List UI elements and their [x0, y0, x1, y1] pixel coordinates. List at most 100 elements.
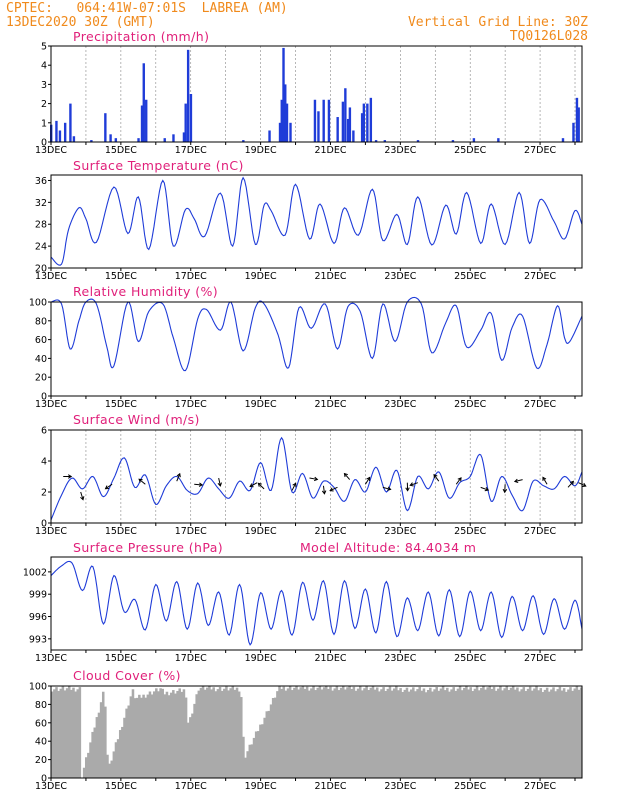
- precip-bar: [137, 138, 140, 142]
- cloud-bar: [165, 691, 169, 778]
- x-tick-label: 15DEC: [105, 653, 137, 664]
- cloud-bar: [142, 694, 145, 778]
- precip-bar: [189, 94, 193, 142]
- cloud-bar: [231, 686, 235, 778]
- cloud-bar: [135, 697, 139, 778]
- x-tick-label: 17DEC: [175, 399, 207, 410]
- temperature-frame: [50, 174, 583, 269]
- cloud-bar: [67, 686, 71, 778]
- cloud-bar: [278, 686, 281, 778]
- wind-arrow: [410, 482, 418, 486]
- cloud-bar: [193, 703, 196, 778]
- x-tick-label: 15DEC: [105, 145, 137, 156]
- cloud-bar: [225, 686, 228, 778]
- cloud-bar: [431, 691, 434, 778]
- cloud-bar: [84, 757, 88, 778]
- precip-bar: [90, 140, 93, 142]
- cloud-bar: [475, 686, 479, 778]
- cloud-bar: [422, 688, 426, 778]
- cloud-bar: [509, 687, 513, 778]
- cloud-bar: [250, 744, 254, 778]
- cloud-bar: [214, 691, 218, 778]
- cloud-frame: [50, 685, 583, 779]
- cloud-bar: [488, 686, 492, 778]
- wind-panel: 0 2 4 6 13DEC 15DEC 17DEC 19DEC 21DEC 23DEC 25DEC 2…: [35, 412, 587, 537]
- y-tick-label: 20: [35, 373, 47, 384]
- x-tick-label: 21DEC: [314, 145, 346, 156]
- x-tick-label: 25DEC: [454, 271, 486, 282]
- cloud-bar: [450, 689, 453, 778]
- y-tick-label: 20: [35, 755, 47, 766]
- cloud-bar: [352, 686, 356, 778]
- cloud-bar: [95, 717, 99, 778]
- cloud-bar: [501, 690, 504, 778]
- cloud-title: Cloud Cover (%): [73, 668, 181, 683]
- cloud-bar: [112, 751, 116, 778]
- cloud-bar: [358, 686, 362, 778]
- y-tick-label: 28: [35, 220, 47, 231]
- cloud-bar: [550, 689, 553, 778]
- cloud-bar: [363, 688, 366, 778]
- precip-bar: [369, 97, 373, 142]
- cloud-bar: [208, 686, 211, 778]
- cloud-bar: [189, 717, 192, 778]
- precip-bar: [140, 105, 144, 142]
- cloud-bar: [344, 689, 347, 778]
- cloud-bar: [242, 736, 245, 778]
- wind-arrow: [567, 481, 574, 488]
- cloud-bar: [301, 686, 305, 778]
- precip-bar: [366, 103, 369, 142]
- wind-title: Surface Wind (m/s): [73, 412, 200, 427]
- cloud-bar: [286, 688, 290, 778]
- cloud-bar: [116, 739, 120, 778]
- wind-arrow-head: [405, 487, 410, 492]
- cloud-bar: [199, 687, 203, 778]
- cloud-bar: [405, 687, 409, 778]
- x-tick-label: 15DEC: [105, 781, 137, 792]
- cloud-bar: [486, 687, 489, 778]
- y-tick-label: 993: [29, 634, 47, 645]
- cloud-bar: [331, 690, 334, 778]
- wind-arrow-head: [329, 487, 334, 492]
- cloud-bar: [310, 688, 313, 778]
- cloud-bar: [537, 690, 540, 778]
- wind-arrow: [218, 477, 221, 486]
- cloud-bar: [53, 689, 56, 778]
- wind-arrow-head: [292, 482, 297, 487]
- cloud-bar: [152, 691, 156, 778]
- cloud-bar: [386, 688, 390, 778]
- cloud-bar: [118, 730, 122, 778]
- cloud-bar: [329, 686, 332, 778]
- cloud-bar: [378, 691, 381, 778]
- cloud-bar: [161, 688, 164, 778]
- wind-arrow-head: [409, 482, 414, 487]
- wind-arrow-head: [569, 480, 575, 485]
- x-tick-label: 27DEC: [524, 781, 556, 792]
- cloud-bar: [282, 686, 286, 778]
- y-tick-label: 0: [41, 774, 47, 785]
- cloud-bar: [460, 690, 464, 778]
- cloud-bar: [373, 689, 377, 778]
- precip-bar: [58, 130, 62, 142]
- precip-bar: [242, 140, 245, 142]
- cloud-bar: [174, 693, 177, 778]
- cloud-bar: [110, 760, 113, 778]
- y-tick-label: 6: [41, 426, 47, 437]
- x-tick-label: 19DEC: [245, 145, 277, 156]
- wind-arrow-head: [198, 482, 204, 487]
- cloud-bar: [186, 722, 190, 778]
- cloud-bar: [448, 691, 451, 778]
- cloud-bar: [524, 691, 528, 778]
- cloud-bar: [106, 754, 109, 778]
- cloud-bar: [429, 687, 432, 778]
- cloud-bar: [261, 724, 264, 778]
- cloud-bar: [201, 686, 205, 778]
- precip-bar: [322, 99, 325, 142]
- cloud-bar: [108, 763, 111, 778]
- cloud-bar: [182, 689, 186, 778]
- y-tick-label: 2: [41, 488, 47, 499]
- cloud-bar: [424, 692, 428, 778]
- cloud-bar: [395, 686, 398, 778]
- cloud-bar: [72, 687, 75, 778]
- cloud-bar: [554, 691, 557, 778]
